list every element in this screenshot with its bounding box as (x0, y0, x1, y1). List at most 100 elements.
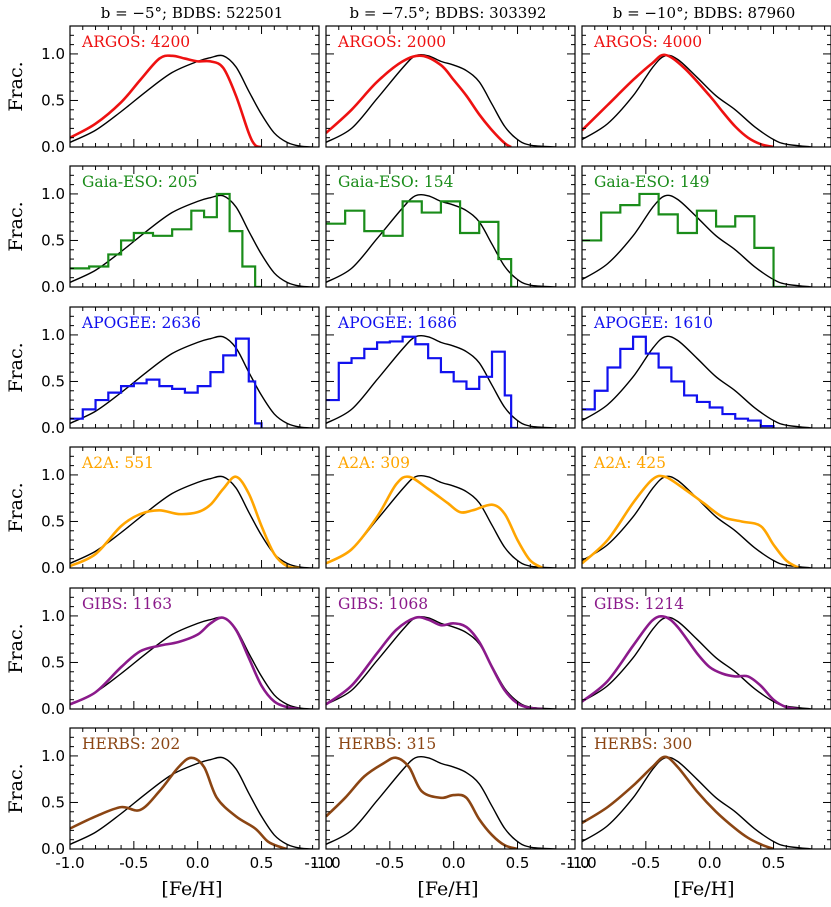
panel-herbs-col3: HERBS: 300 -1.0 -0.5 0.0 0.5 (567, 727, 831, 872)
bdbs-reference-line (326, 334, 556, 428)
panel-frame (69, 587, 320, 710)
y-tick-label: 0.0 (41, 138, 65, 156)
panel-frame (581, 165, 831, 288)
x-tick-label: -0.5 (375, 854, 404, 872)
y-tick-label: 0.5 (41, 372, 65, 390)
panel-gibs-col3: GIBS: 1214 (581, 587, 831, 710)
gaia-eso-series-line (326, 200, 518, 287)
column-title-1: b = −5°; BDBS: 522501 (101, 4, 284, 22)
bdbs-reference-line (326, 615, 556, 709)
panel-frame (325, 446, 576, 569)
panel-apogee-col2: APOGEE: 1686 (325, 306, 576, 429)
gibs-series-line (70, 616, 301, 709)
y-tick-label: 1.0 (41, 326, 65, 344)
panel-frame (69, 727, 320, 850)
gaia-eso-series-line (582, 192, 787, 287)
panel-frame (581, 446, 831, 569)
herbs-series-line (70, 756, 288, 849)
argos-series-line (70, 54, 262, 147)
y-tick-label: 0.0 (41, 559, 65, 577)
bdbs-reference-line (70, 475, 313, 568)
bdbs-reference-line (70, 54, 313, 147)
x-tick-label: -0.5 (631, 854, 660, 872)
panel-label: ARGOS: 4200 (81, 33, 190, 51)
panel-frame (69, 165, 320, 288)
panel-herbs-col2: HERBS: 315 -1.0 -0.5 0.0 0.5 -1.0 (311, 727, 590, 872)
x-tick-label: -0.5 (119, 854, 148, 872)
apogee-series-line (326, 335, 518, 428)
y-axis-label: Frac. (5, 201, 27, 251)
panel-frame (325, 727, 576, 850)
panel-gibs-col1: GIBS: 1163 0.0 0.5 1.0 Frac. (5, 587, 320, 718)
bdbs-reference-line (326, 53, 556, 147)
panel-gaia-eso-col2: Gaia-ESO: 154 (325, 165, 576, 288)
panel-argos-col2: ARGOS: 2000 (325, 25, 576, 148)
bdbs-reference-line (582, 616, 812, 709)
y-axis-label: Frac. (5, 482, 27, 532)
x-tick-label: 0.5 (250, 854, 274, 872)
y-tick-label: 0.5 (41, 653, 65, 671)
bdbs-reference-line (70, 335, 313, 428)
panel-label: GIBS: 1163 (82, 595, 172, 613)
y-tick-label: 0.5 (41, 91, 65, 109)
panel-frame (69, 446, 320, 569)
x-tick-label: -1.0 (311, 854, 340, 872)
bdbs-reference-line (582, 54, 812, 147)
bdbs-reference-line (326, 193, 556, 287)
panel-label: APOGEE: 1610 (593, 314, 713, 332)
panel-frame (581, 587, 831, 710)
panel-label: APOGEE: 2636 (81, 314, 201, 332)
a2a-series-line (70, 475, 301, 568)
a2a-series-line (326, 475, 544, 568)
y-tick-label: 0.0 (41, 278, 65, 296)
panel-frame (325, 587, 576, 710)
y-axis-label: Frac. (5, 763, 27, 813)
panel-apogee-col3: APOGEE: 1610 (581, 306, 831, 429)
panel-gibs-col2: GIBS: 1068 (325, 587, 576, 710)
bdbs-reference-line (70, 756, 313, 849)
x-tick-label: -1.0 (567, 854, 596, 872)
panel-frame (581, 306, 831, 429)
bdbs-reference-line (326, 474, 556, 568)
panel-label: HERBS: 300 (594, 735, 692, 753)
bdbs-reference-line (582, 194, 812, 287)
y-tick-label: 0.0 (41, 840, 65, 858)
apogee-series-line (582, 335, 775, 428)
panel-label: A2A: 309 (337, 454, 410, 472)
herbs-series-line (326, 756, 518, 849)
y-tick-label: 0.0 (41, 700, 65, 718)
panel-frame (581, 727, 831, 850)
y-tick-label: 0.5 (41, 512, 65, 530)
a2a-series-line (582, 474, 800, 568)
panel-label: GIBS: 1068 (338, 595, 428, 613)
x-tick-label: -1.0 (55, 854, 84, 872)
panel-frame (581, 25, 831, 148)
x-tick-label: -1.0 (560, 854, 589, 872)
panel-label: ARGOS: 4000 (593, 33, 702, 51)
panel-label: Gaia-ESO: 149 (594, 173, 709, 191)
panel-a2a-col2: A2A: 309 (325, 446, 576, 569)
panel-apogee-col1: APOGEE: 2636 0.0 0.5 1.0 Frac. (5, 306, 320, 437)
y-tick-label: 1.0 (41, 747, 65, 765)
y-tick-label: 1.0 (41, 45, 65, 63)
panel-label: HERBS: 315 (338, 735, 436, 753)
panel-frame (69, 306, 320, 429)
x-tick-label: 0.5 (506, 854, 530, 872)
x-axis-label-2: [Fe/H] (417, 878, 478, 900)
argos-series-line (326, 54, 512, 147)
x-axis-label-1: [Fe/H] (161, 878, 222, 900)
panel-gaia-eso-col1: Gaia-ESO: 205 0.0 0.5 1.0 Frac. (5, 165, 320, 296)
panel-label: Gaia-ESO: 205 (82, 173, 197, 191)
gibs-series-line (326, 615, 544, 709)
y-tick-label: 1.0 (41, 466, 65, 484)
gibs-series-line (582, 614, 800, 709)
bdbs-reference-line (582, 756, 812, 849)
column-titles: b = −5°; BDBS: 522501 b = −7.5°; BDBS: 3… (101, 4, 796, 22)
panel-label: Gaia-ESO: 154 (338, 173, 454, 191)
x-tick-label: 0.0 (698, 854, 722, 872)
x-axis-labels: [Fe/H] [Fe/H] [Fe/H] (161, 878, 734, 900)
y-axis-label: Frac. (5, 61, 27, 111)
panel-gaia-eso-col3: Gaia-ESO: 149 (581, 165, 831, 288)
panel-label: APOGEE: 1686 (337, 314, 457, 332)
